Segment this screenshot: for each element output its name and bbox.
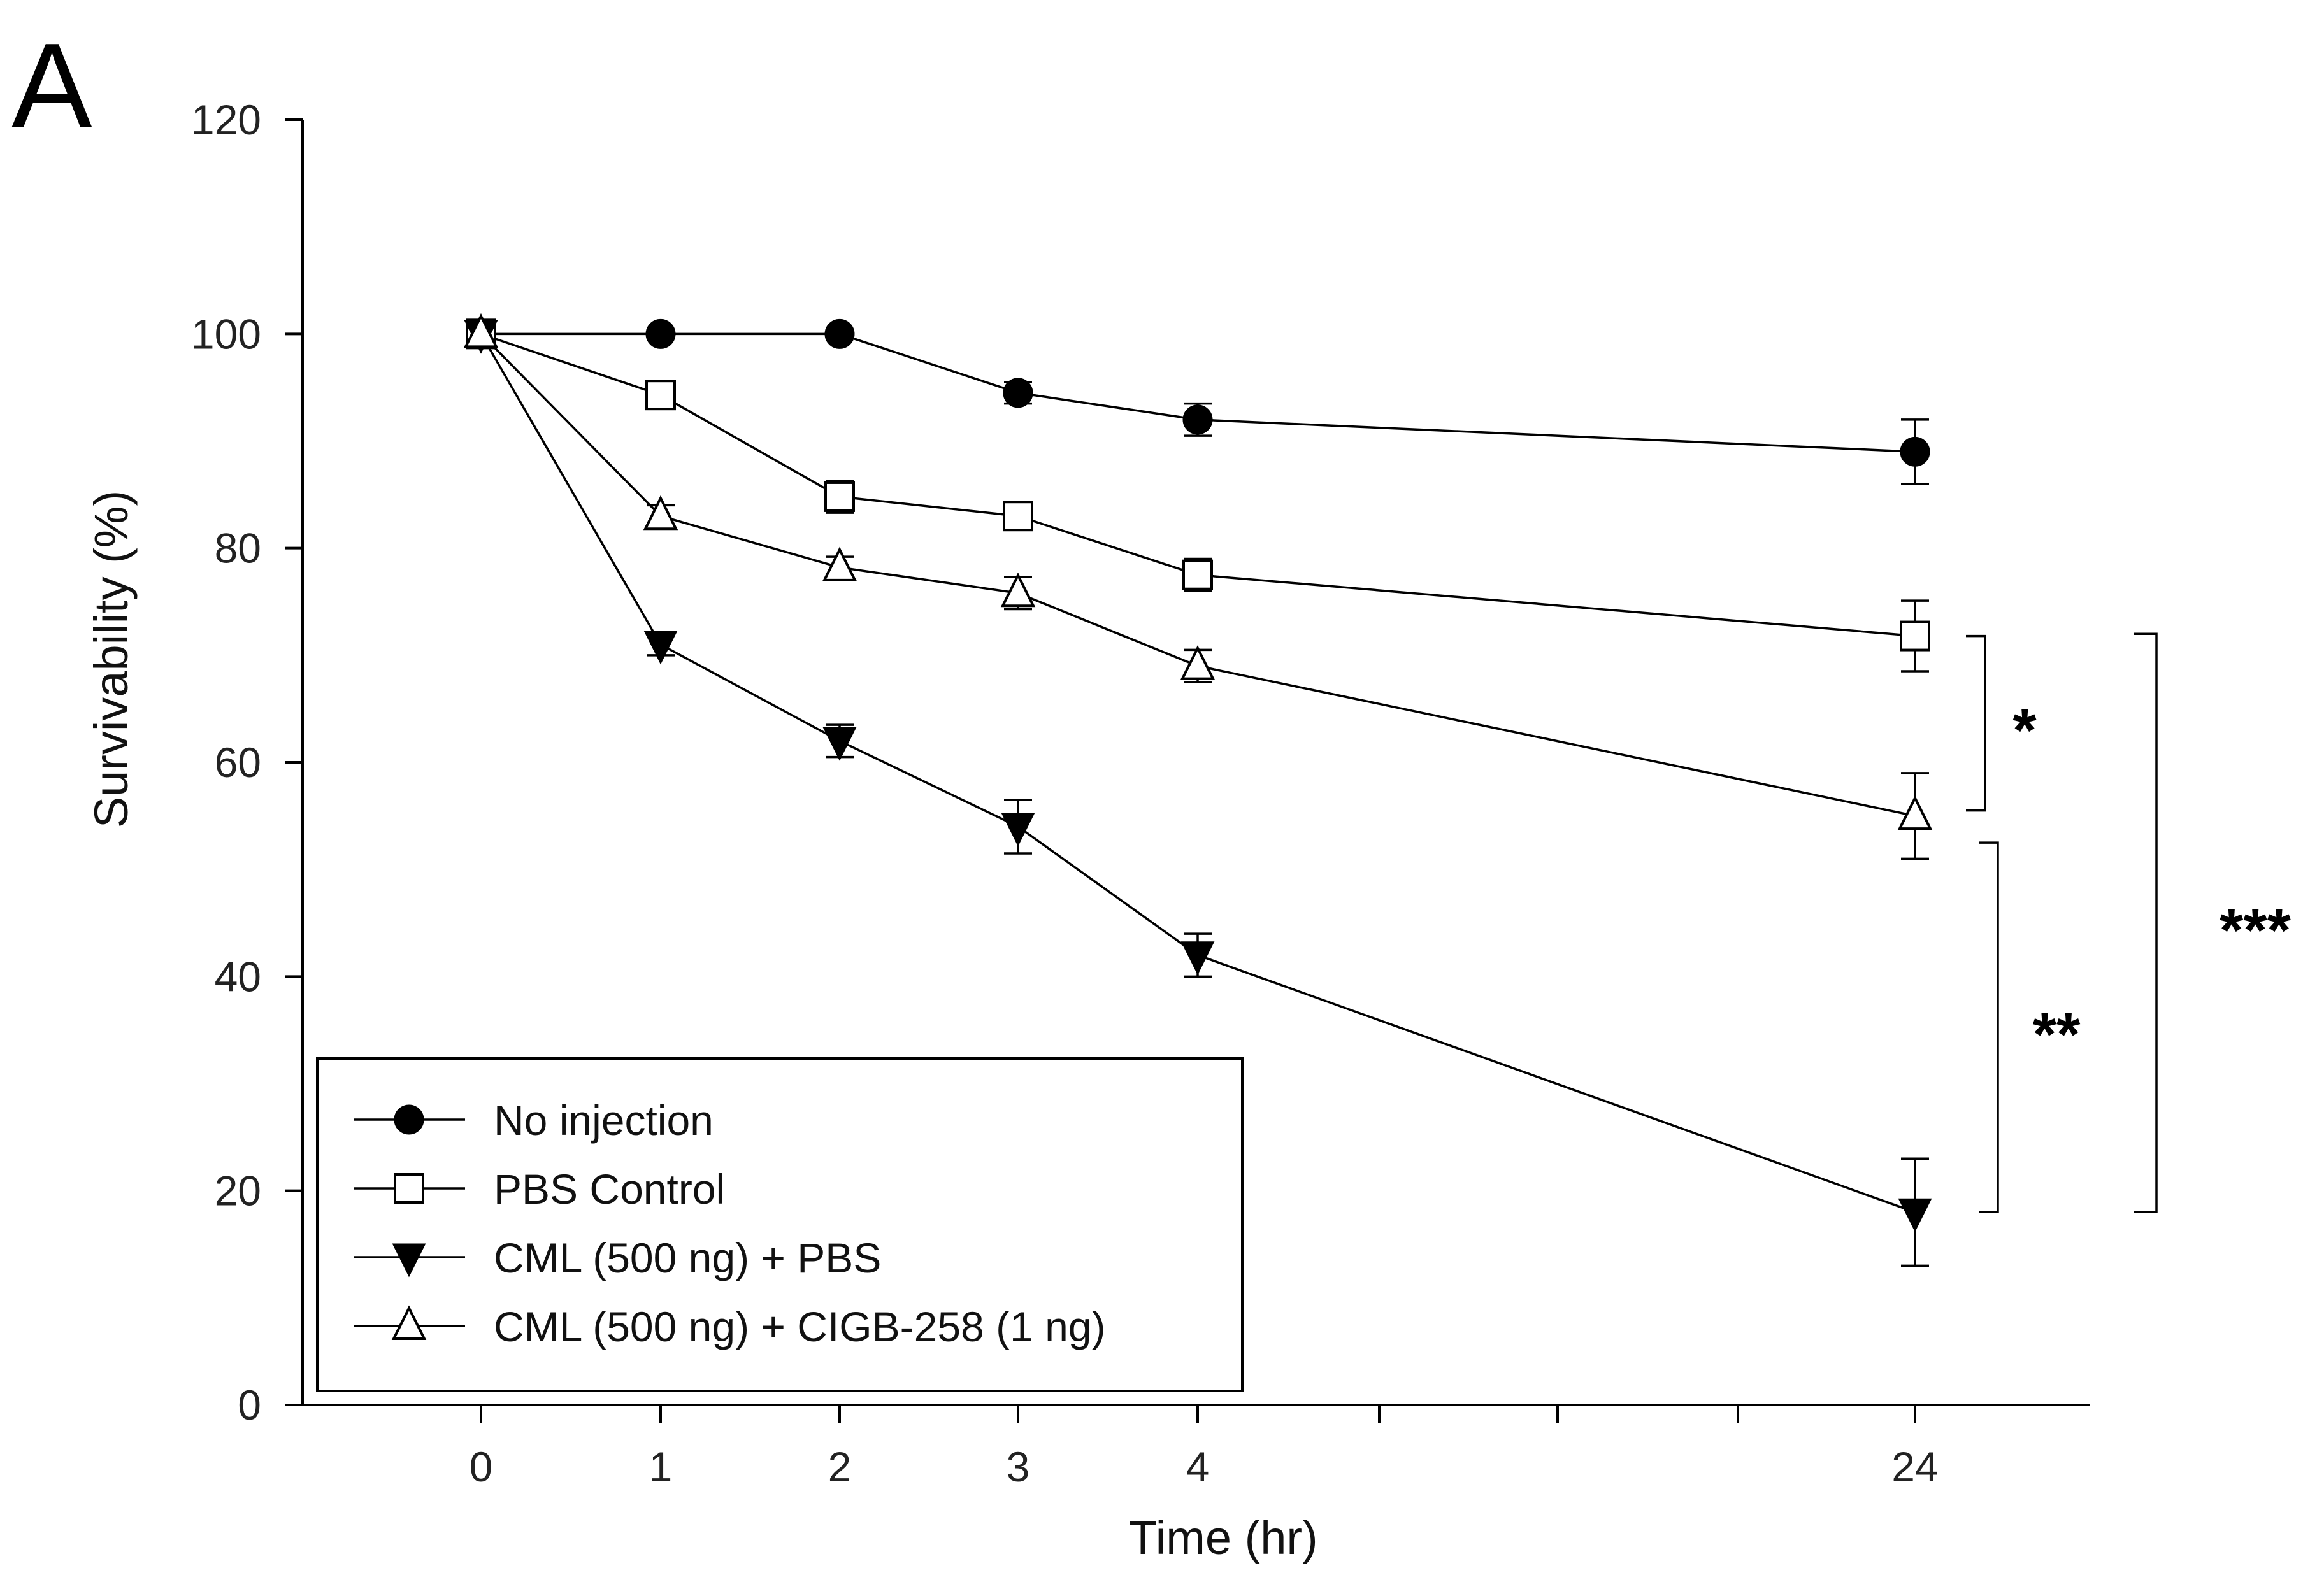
significance-bracket	[1979, 841, 1999, 1214]
data-point	[1900, 620, 1930, 652]
data-point	[1898, 1198, 1932, 1232]
series-4	[463, 313, 1933, 860]
series-line	[480, 332, 1916, 638]
y-tick-label: 20	[215, 1167, 261, 1215]
y-tick-label: 80	[215, 525, 261, 572]
data-point	[1180, 645, 1216, 680]
x-tick-label: 3	[1007, 1443, 1030, 1490]
data-point	[1180, 941, 1215, 976]
x-tick-label: 4	[1186, 1443, 1210, 1490]
significance-label: *	[2012, 697, 2037, 765]
y-tick-label: 0	[238, 1381, 261, 1429]
data-point	[643, 495, 678, 531]
axes: 0 20 40 60 80 100 120 0 1 2 3 4 24	[191, 96, 2090, 1490]
data-point	[1000, 572, 1036, 608]
panel-label: A	[11, 18, 92, 153]
significance-label: **	[2033, 1001, 2081, 1069]
legend-label: CML (500 ng) + CIGB-258 (1 ng)	[494, 1303, 1105, 1350]
data-point	[643, 631, 678, 665]
legend: No injection PBS Control CML (500 ng) + PB…	[316, 1057, 1244, 1392]
series-line	[481, 332, 1916, 453]
data-point	[824, 318, 855, 349]
legend-marker	[391, 1305, 427, 1340]
series-line	[480, 333, 1916, 1213]
data-point	[463, 313, 499, 348]
legend-box	[316, 1057, 1244, 1392]
y-tick-label: 60	[215, 739, 261, 786]
x-tick-label: 2	[828, 1443, 852, 1490]
legend-marker	[394, 1104, 424, 1135]
y-tick-label: 100	[191, 310, 261, 357]
legend-label: CML (500 ng) + PBS	[494, 1234, 881, 1281]
data-point	[1001, 813, 1035, 847]
series-2	[466, 318, 1930, 673]
data-point	[822, 546, 857, 581]
significance-bracket	[2134, 632, 2158, 1214]
data-point	[1900, 436, 1930, 467]
data-point	[1003, 501, 1033, 532]
series-1	[466, 318, 1930, 485]
data-point	[822, 727, 857, 761]
y-axis-title: Survivability (%)	[85, 490, 138, 828]
series-line	[480, 333, 1916, 817]
data-point	[645, 318, 676, 349]
x-axis-title: Time (hr)	[1128, 1511, 1317, 1564]
data-point	[1897, 795, 1933, 830]
legend-label: No injection	[494, 1097, 714, 1144]
x-tick-label: 1	[649, 1443, 673, 1490]
significance-bracket	[1966, 634, 1986, 812]
x-tick-label: 24	[1891, 1443, 1938, 1490]
legend-marker	[392, 1243, 426, 1278]
significance-label: ***	[2220, 896, 2292, 964]
data-point	[1003, 378, 1033, 408]
y-tick-label: 120	[191, 96, 261, 143]
data-point	[1182, 559, 1213, 590]
y-tick-label: 40	[215, 953, 261, 1000]
data-point	[824, 481, 855, 512]
legend-marker	[394, 1173, 424, 1204]
legend-label: PBS Control	[494, 1165, 725, 1213]
data-point	[1182, 404, 1213, 435]
significance-annotations: ******	[1966, 632, 2292, 1214]
data-point	[645, 380, 676, 411]
series-layer	[463, 313, 1933, 1267]
x-tick-label: 0	[470, 1443, 493, 1490]
